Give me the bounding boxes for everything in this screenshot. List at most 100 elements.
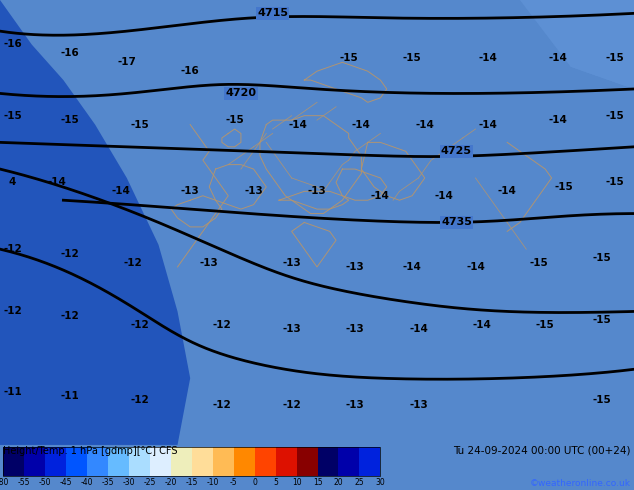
Text: -14: -14 bbox=[466, 262, 485, 272]
Text: 4725: 4725 bbox=[441, 147, 472, 156]
Text: -15: -15 bbox=[186, 478, 198, 487]
Bar bbox=[66, 447, 87, 476]
Text: 30: 30 bbox=[375, 478, 385, 487]
Text: -15: -15 bbox=[339, 53, 358, 63]
Bar bbox=[255, 447, 276, 476]
Text: ©weatheronline.co.uk: ©weatheronline.co.uk bbox=[530, 479, 631, 488]
Text: Height/Temp. 1 hPa [gdmp][°C] CFS: Height/Temp. 1 hPa [gdmp][°C] CFS bbox=[3, 446, 178, 456]
Text: 0: 0 bbox=[252, 478, 257, 487]
Text: -5: -5 bbox=[230, 478, 238, 487]
Text: -13: -13 bbox=[244, 186, 263, 196]
Text: -11: -11 bbox=[60, 391, 79, 401]
Text: -13: -13 bbox=[282, 258, 301, 268]
Bar bbox=[234, 447, 255, 476]
Text: 4715: 4715 bbox=[257, 8, 288, 18]
Bar bbox=[318, 447, 339, 476]
Text: -13: -13 bbox=[409, 400, 428, 410]
Text: 20: 20 bbox=[333, 478, 343, 487]
Text: 4: 4 bbox=[9, 177, 16, 187]
Text: -45: -45 bbox=[60, 478, 72, 487]
Text: -12: -12 bbox=[130, 395, 149, 405]
Text: -17: -17 bbox=[117, 57, 136, 67]
Text: -14: -14 bbox=[415, 120, 434, 129]
Text: -13: -13 bbox=[346, 262, 365, 272]
Text: Tu 24-09-2024 00:00 UTC (00+24): Tu 24-09-2024 00:00 UTC (00+24) bbox=[453, 446, 631, 456]
Text: -40: -40 bbox=[81, 478, 93, 487]
Text: 4720: 4720 bbox=[226, 88, 256, 98]
Text: -12: -12 bbox=[60, 248, 79, 259]
Text: -14: -14 bbox=[352, 120, 371, 129]
Polygon shape bbox=[520, 0, 634, 89]
Bar bbox=[108, 447, 129, 476]
Text: 15: 15 bbox=[313, 478, 322, 487]
Bar bbox=[24, 447, 45, 476]
Text: -14: -14 bbox=[479, 53, 498, 63]
Text: -13: -13 bbox=[346, 324, 365, 334]
Text: -15: -15 bbox=[593, 395, 612, 405]
Text: -16: -16 bbox=[181, 66, 200, 76]
Text: -14: -14 bbox=[434, 191, 453, 201]
Text: -25: -25 bbox=[144, 478, 156, 487]
Text: -14: -14 bbox=[111, 186, 130, 196]
Bar bbox=[3, 447, 380, 476]
Bar bbox=[276, 447, 297, 476]
Bar bbox=[359, 447, 380, 476]
Text: -12: -12 bbox=[124, 258, 143, 268]
Text: -13: -13 bbox=[282, 324, 301, 334]
Bar bbox=[87, 447, 108, 476]
Text: -13: -13 bbox=[181, 186, 200, 196]
Text: -16: -16 bbox=[3, 40, 22, 49]
Bar bbox=[45, 447, 66, 476]
Text: -14: -14 bbox=[288, 120, 307, 129]
Bar bbox=[150, 447, 171, 476]
Text: -15: -15 bbox=[605, 111, 624, 121]
Polygon shape bbox=[0, 0, 190, 445]
Text: -15: -15 bbox=[130, 120, 149, 129]
Bar bbox=[213, 447, 234, 476]
Text: -15: -15 bbox=[605, 53, 624, 63]
Text: 10: 10 bbox=[292, 478, 301, 487]
Text: -30: -30 bbox=[122, 478, 135, 487]
Text: -14: -14 bbox=[409, 324, 428, 334]
Bar bbox=[297, 447, 318, 476]
Text: -80: -80 bbox=[0, 478, 10, 487]
Text: -15: -15 bbox=[529, 258, 548, 268]
Text: -14: -14 bbox=[48, 177, 67, 187]
Bar bbox=[171, 447, 191, 476]
Text: -12: -12 bbox=[3, 244, 22, 254]
Text: -15: -15 bbox=[593, 253, 612, 263]
Text: 5: 5 bbox=[273, 478, 278, 487]
Text: -12: -12 bbox=[212, 400, 231, 410]
Bar bbox=[129, 447, 150, 476]
Text: -13: -13 bbox=[307, 186, 327, 196]
Text: -12: -12 bbox=[212, 320, 231, 330]
Text: -15: -15 bbox=[555, 182, 574, 192]
Text: -13: -13 bbox=[346, 400, 365, 410]
Text: -50: -50 bbox=[39, 478, 51, 487]
Text: -15: -15 bbox=[403, 53, 422, 63]
Text: -12: -12 bbox=[282, 400, 301, 410]
Text: -15: -15 bbox=[536, 320, 555, 330]
Text: -15: -15 bbox=[3, 111, 22, 121]
Text: -12: -12 bbox=[3, 306, 22, 317]
Text: 4735: 4735 bbox=[441, 218, 472, 227]
Bar bbox=[191, 447, 213, 476]
Text: -10: -10 bbox=[207, 478, 219, 487]
Text: -14: -14 bbox=[498, 186, 517, 196]
Text: -15: -15 bbox=[593, 316, 612, 325]
Text: 25: 25 bbox=[354, 478, 365, 487]
Text: -15: -15 bbox=[605, 177, 624, 187]
Text: -14: -14 bbox=[403, 262, 422, 272]
Text: -14: -14 bbox=[371, 191, 390, 201]
Text: -16: -16 bbox=[60, 49, 79, 58]
Text: -15: -15 bbox=[60, 115, 79, 125]
Text: -55: -55 bbox=[18, 478, 30, 487]
Text: -13: -13 bbox=[200, 258, 219, 268]
Text: -14: -14 bbox=[548, 53, 567, 63]
Text: -12: -12 bbox=[130, 320, 149, 330]
Polygon shape bbox=[349, 0, 634, 89]
Text: -15: -15 bbox=[225, 115, 244, 125]
Text: -11: -11 bbox=[3, 387, 22, 396]
Text: -14: -14 bbox=[548, 115, 567, 125]
Bar bbox=[3, 447, 24, 476]
